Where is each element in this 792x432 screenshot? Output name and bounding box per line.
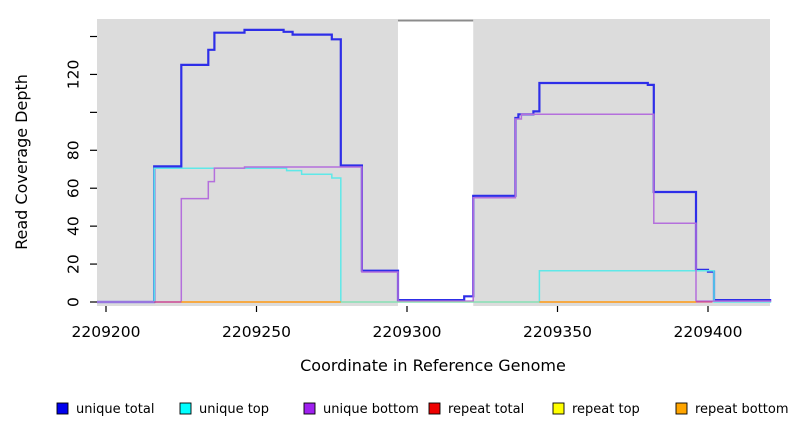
- plot-area: [97, 19, 772, 306]
- legend-label-repeat-total: repeat total: [448, 402, 524, 417]
- y-axis-title: Read Coverage Depth: [12, 74, 31, 250]
- x-axis-title: Coordinate in Reference Genome: [300, 356, 566, 375]
- legend-label-repeat-bottom: repeat bottom: [695, 402, 789, 417]
- legend-swatch-unique-bottom: [303, 402, 316, 415]
- legend-label-unique-bottom: unique bottom: [323, 402, 419, 417]
- legend-item-repeat-bottom: repeat bottom: [675, 402, 789, 417]
- legend-label-unique-top: unique top: [199, 402, 269, 417]
- legend-item-unique-bottom: unique bottom: [303, 402, 419, 417]
- x-tick-label: 2209400: [673, 323, 742, 341]
- legend-swatch-unique-total: [56, 402, 69, 415]
- series-unique-bottom: [97, 113, 772, 303]
- legend-item-repeat-total: repeat total: [428, 402, 524, 417]
- y-tick-label: 80: [64, 140, 82, 160]
- x-tick-label: 2209350: [523, 323, 592, 341]
- y-tick-label: 20: [64, 254, 82, 274]
- axes: 2209200 2209250 2209300 2209350 2209400 0 20 40…: [64, 35, 743, 341]
- y-tick-label: 120: [64, 60, 82, 90]
- x-tick-label: 2209200: [71, 323, 140, 341]
- x-tick-label: 2209250: [222, 323, 291, 341]
- legend-swatch-repeat-top: [552, 402, 565, 415]
- y-tick-label: 0: [64, 297, 82, 307]
- legend-swatch-unique-top: [179, 402, 192, 415]
- legend: unique total unique top unique bottom repea…: [56, 402, 789, 417]
- legend-item-repeat-top: repeat top: [552, 402, 640, 417]
- masked-region: [397, 19, 474, 306]
- y-tick-label: 40: [64, 216, 82, 236]
- y-tick-label: 60: [64, 178, 82, 198]
- legend-swatch-repeat-bottom: [675, 402, 688, 415]
- legend-label-unique-total: unique total: [76, 402, 154, 417]
- legend-swatch-repeat-total: [428, 402, 441, 415]
- legend-label-repeat-top: repeat top: [572, 402, 640, 417]
- x-tick-label: 2209300: [372, 323, 441, 341]
- legend-item-unique-top: unique top: [179, 402, 269, 417]
- legend-item-unique-total: unique total: [56, 402, 154, 417]
